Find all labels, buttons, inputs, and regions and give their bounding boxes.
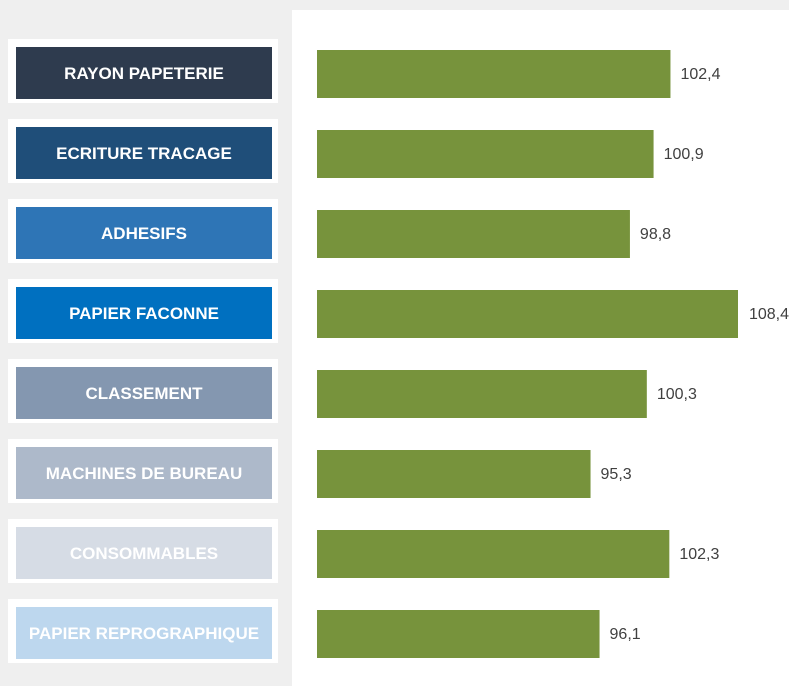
chart-panel: 102,4 100,9 98,8 108,4 100,3 95,3 102,3 96,1 [292, 10, 789, 686]
category-label: ADHESIFS [16, 207, 272, 259]
bar-value-label: 95,3 [601, 466, 632, 483]
bar [317, 370, 647, 418]
category-label: CONSOMMABLES [16, 527, 272, 579]
bar [317, 530, 670, 578]
category-box: PAPIER REPROGRAPHIQUE [8, 599, 278, 663]
category-label: ECRITURE TRACAGE [16, 127, 272, 179]
category-labels-panel: RAYON PAPETERIE ECRITURE TRACAGE ADHESIFS P… [0, 0, 292, 686]
bar [317, 450, 591, 498]
category-box: ADHESIFS [8, 199, 278, 263]
category-box: ECRITURE TRACAGE [8, 119, 278, 183]
category-box: MACHINES DE BUREAU [8, 439, 278, 503]
category-label: RAYON PAPETERIE [16, 47, 272, 99]
bar-chart: 102,4 100,9 98,8 108,4 100,3 95,3 102,3 96,1 [317, 50, 789, 658]
category-box: CONSOMMABLES [8, 519, 278, 583]
bar [317, 130, 654, 178]
bar-value-label: 102,4 [680, 66, 720, 83]
bar-value-label: 102,3 [679, 546, 719, 563]
category-label: MACHINES DE BUREAU [16, 447, 272, 499]
category-label: PAPIER REPROGRAPHIQUE [16, 607, 272, 659]
category-box: CLASSEMENT [8, 359, 278, 423]
bar [317, 210, 630, 258]
bar [317, 290, 738, 338]
category-box: PAPIER FACONNE [8, 279, 278, 343]
category-box: RAYON PAPETERIE [8, 39, 278, 103]
bar-value-label: 100,9 [664, 146, 704, 163]
bar-value-label: 108,4 [749, 306, 789, 323]
category-label: PAPIER FACONNE [16, 287, 272, 339]
bar-value-label: 100,3 [657, 386, 697, 403]
category-label: CLASSEMENT [16, 367, 272, 419]
bar [317, 50, 671, 98]
bar-value-label: 96,1 [610, 626, 641, 643]
bar-value-label: 98,8 [640, 226, 671, 243]
bar [317, 610, 600, 658]
